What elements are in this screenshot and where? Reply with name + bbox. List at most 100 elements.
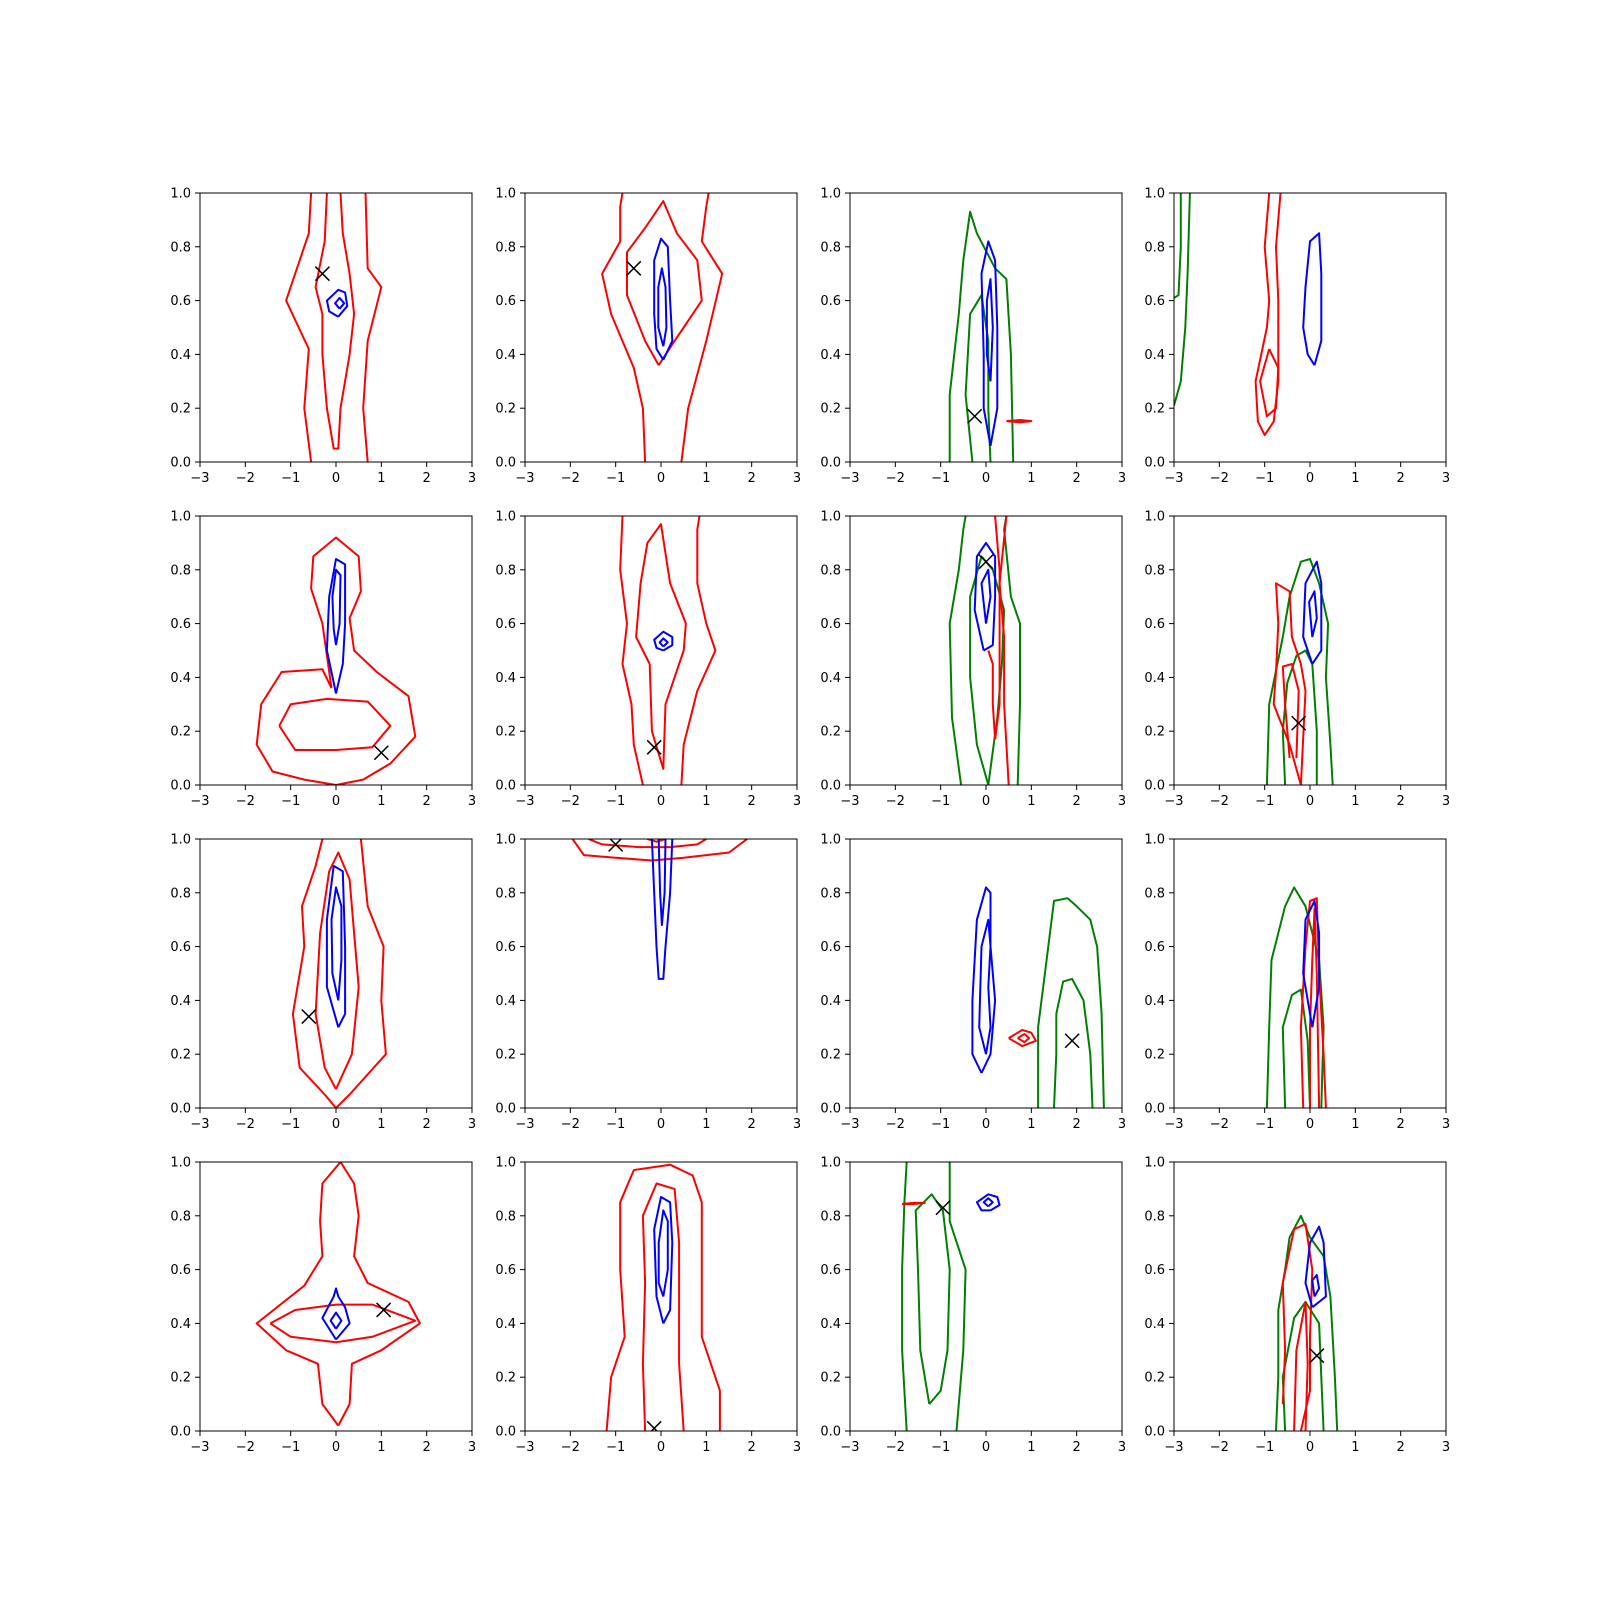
axes-frame: [199, 1161, 473, 1432]
x-tick-label: 2: [748, 1440, 756, 1455]
y-tick-label: 0.0: [820, 1102, 841, 1117]
axes-frame: [524, 1161, 798, 1432]
y-tick-label: 0.2: [170, 1371, 191, 1386]
y-tick-label: 1.0: [1144, 833, 1165, 848]
x-tick-label: 1: [1351, 1440, 1359, 1455]
contour-green-2: [1174, 193, 1182, 299]
y-tick-label: 0.6: [820, 617, 841, 632]
contour-green-2: [1281, 649, 1318, 785]
x-tick-label: −1: [931, 471, 950, 486]
y-tick-label: 0.8: [495, 1209, 516, 1224]
y-tick-label: 0.2: [495, 1371, 516, 1386]
contour-blue-6: [1308, 590, 1318, 638]
y-tick-label: 0.0: [495, 456, 516, 471]
y-tick-label: 0.2: [170, 725, 191, 740]
y-tick-label: 0.8: [820, 886, 841, 901]
subplot-1-3: −3 −2 −1 0 1 2 3 0.0 0.2 0.4 0.6 0.8 1.0: [820, 187, 1126, 487]
x-tick-label: 1: [1351, 794, 1359, 809]
contour-red-3: [1281, 1222, 1314, 1431]
contour-red-3: [626, 200, 703, 366]
subplot-2-2: −3 −2 −1 0 1 2 3 0.0 0.2 0.4 0.6 0.8 1.0: [495, 510, 801, 810]
contour-red-5: [1006, 419, 1033, 424]
x-tick-label: −2: [1210, 1440, 1229, 1455]
y-tick-label: 1.0: [495, 187, 516, 202]
y-tick-label: 0.6: [1144, 940, 1165, 955]
contour-green-6: [1053, 977, 1094, 1108]
x-tick-label: 1: [377, 1440, 385, 1455]
contour-red-2: [588, 839, 707, 849]
x-marker: [646, 1420, 662, 1431]
y-tick-label: 0.6: [1144, 1263, 1165, 1278]
x-tick-label: 1: [702, 471, 710, 486]
x-tick-label: −3: [1164, 471, 1183, 486]
contour-red-1: [619, 516, 644, 785]
subplot-4-3: −3 −2 −1 0 1 2 3 0.0 0.2 0.4 0.6 0.8 1.0: [820, 1156, 1126, 1456]
contour-red-1: [291, 839, 337, 1108]
x-marker-stroke: [1064, 1033, 1080, 1049]
contour-red-3: [1272, 582, 1307, 785]
contour-red-2: [335, 839, 387, 1108]
subplot-4-4: −3 −2 −1 0 1 2 3 0.0 0.2 0.4 0.6 0.8 1.0: [1144, 1156, 1450, 1456]
y-tick-label: 0.4: [495, 1317, 516, 1332]
x-marker: [301, 1009, 317, 1025]
x-tick-label: 2: [1397, 1117, 1405, 1132]
x-marker: [373, 745, 389, 761]
x-tick-label: −3: [190, 1117, 209, 1132]
x-tick-label: 3: [1118, 794, 1126, 809]
contour-blue-5: [330, 886, 343, 1001]
contour-group: [1174, 193, 1323, 437]
subplot-3-1: −3 −2 −1 0 1 2 3 0.0 0.2 0.4 0.6 0.8 1.0: [170, 833, 476, 1133]
y-tick-label: 0.6: [495, 617, 516, 632]
x-tick-label: −1: [1255, 471, 1274, 486]
x-marker-stroke: [376, 1302, 392, 1318]
x-tick-label: 0: [657, 794, 665, 809]
contour-red-2: [680, 516, 717, 785]
x-marker-stroke: [1291, 715, 1307, 731]
contour-blue-6: [1311, 1274, 1321, 1297]
y-tick-label: 1.0: [1144, 187, 1165, 202]
contour-red-4: [1259, 348, 1280, 418]
y-tick-label: 0.2: [495, 402, 516, 417]
y-tick-label: 0.8: [495, 563, 516, 578]
y-tick-label: 0.0: [1144, 1102, 1165, 1117]
axes-frame: [524, 192, 798, 463]
contour-blue-5: [657, 267, 668, 347]
y-tick-label: 0.6: [820, 294, 841, 309]
y-tick-label: 0.6: [495, 1263, 516, 1278]
subplot-4-2: −3 −2 −1 0 1 2 3 0.0 0.2 0.4 0.6 0.8 1.0: [495, 1156, 801, 1456]
y-tick-label: 0.2: [820, 725, 841, 740]
y-tick-label: 0.4: [820, 1317, 841, 1332]
x-tick-label: 2: [1073, 794, 1081, 809]
x-tick-label: 3: [468, 794, 476, 809]
x-tick-label: 0: [332, 471, 340, 486]
x-tick-label: −3: [190, 471, 209, 486]
y-tick-label: 0.4: [1144, 994, 1165, 1009]
x-tick-label: 0: [982, 1440, 990, 1455]
y-tick-label: 0.6: [820, 1263, 841, 1278]
x-marker: [967, 408, 983, 424]
contour-red-4: [1293, 1300, 1309, 1431]
x-tick-label: 2: [1073, 471, 1081, 486]
x-tick-label: 1: [1027, 471, 1035, 486]
contour-green-1: [1265, 886, 1325, 1108]
contour-green-2: [948, 1162, 967, 1431]
x-tick-label: 2: [1397, 1440, 1405, 1455]
contour-blue-4: [653, 237, 674, 361]
y-tick-label: 0.8: [495, 240, 516, 255]
y-tick-label: 0.4: [495, 348, 516, 363]
y-tick-label: 0.2: [495, 725, 516, 740]
contour-red-2: [269, 1303, 417, 1344]
contour-group: [948, 516, 1021, 785]
x-marker: [978, 554, 994, 570]
x-tick-label: −3: [515, 794, 534, 809]
contour-blue-5: [1304, 1225, 1327, 1309]
x-tick-label: 1: [377, 471, 385, 486]
contour-blue-2: [978, 918, 992, 1055]
y-tick-label: 1.0: [170, 1156, 191, 1171]
y-tick-label: 0.6: [170, 1263, 191, 1278]
x-tick-label: 0: [332, 1440, 340, 1455]
contour-green-1: [948, 210, 1015, 462]
y-tick-label: 0.2: [1144, 1371, 1165, 1386]
x-tick-label: −3: [1164, 794, 1183, 809]
